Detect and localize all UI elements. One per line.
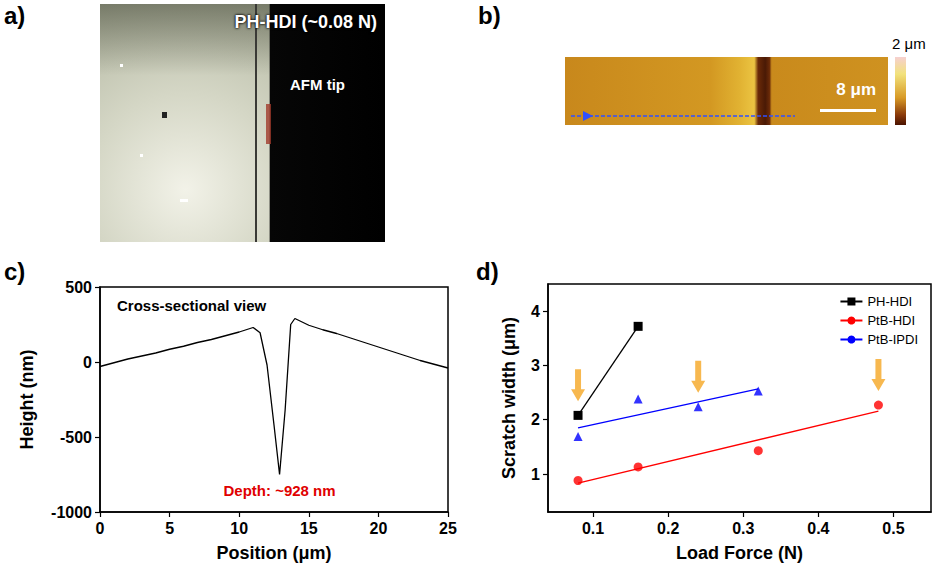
svg-text:Scratch width (μm): Scratch width (μm) (499, 317, 519, 479)
html-text:2 μm: 2 μm (892, 35, 926, 52)
html-text:b): b) (478, 2, 501, 29)
svg-text:-500: -500 (60, 429, 92, 446)
html-text:c): c) (4, 258, 26, 285)
svg-text:20: 20 (370, 520, 388, 537)
html-text:d): d) (476, 258, 499, 285)
html-text:AFM tip: AFM tip (290, 76, 345, 93)
svg-text:0.5: 0.5 (882, 520, 904, 537)
svg-text:0.4: 0.4 (807, 520, 829, 537)
svg-text:500: 500 (65, 279, 92, 296)
svg-text:3: 3 (531, 357, 540, 374)
svg-text:2: 2 (531, 411, 540, 428)
svg-text:0: 0 (96, 520, 105, 537)
svg-text:4: 4 (531, 303, 540, 320)
html-text:a): a) (4, 2, 26, 29)
svg-text:5: 5 (165, 520, 174, 537)
html-text:PH-HDI (~0.08 N): PH-HDI (~0.08 N) (234, 12, 377, 32)
svg-text:PtB-IPDI: PtB-IPDI (867, 332, 918, 347)
svg-text:Height (nm): Height (nm) (17, 350, 37, 450)
svg-text:Position (μm): Position (μm) (216, 543, 331, 563)
svg-text:Load Force (N): Load Force (N) (676, 543, 803, 563)
svg-text:PH-HDI: PH-HDI (867, 294, 912, 309)
svg-text:0.1: 0.1 (582, 520, 604, 537)
svg-text:0.3: 0.3 (732, 520, 754, 537)
svg-text:0: 0 (83, 354, 92, 371)
svg-text:1: 1 (531, 466, 540, 483)
svg-text:25: 25 (439, 520, 457, 537)
svg-text:-1000: -1000 (51, 504, 92, 521)
svg-text:10: 10 (230, 520, 248, 537)
html-text:8 μm: 8 μm (836, 80, 876, 99)
svg-text:Cross-sectional view: Cross-sectional view (117, 297, 267, 314)
svg-text:PtB-HDI: PtB-HDI (867, 313, 915, 328)
svg-text:Depth: ~928 nm: Depth: ~928 nm (224, 482, 336, 499)
svg-text:15: 15 (300, 520, 318, 537)
svg-text:0.2: 0.2 (657, 520, 679, 537)
